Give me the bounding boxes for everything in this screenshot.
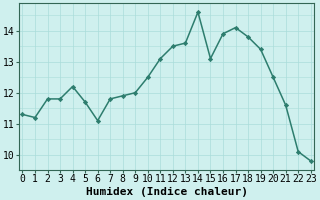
X-axis label: Humidex (Indice chaleur): Humidex (Indice chaleur) [85, 187, 248, 197]
